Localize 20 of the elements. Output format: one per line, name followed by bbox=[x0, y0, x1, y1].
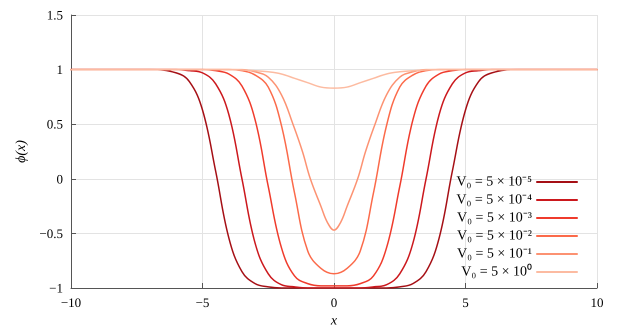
x-axis-title: x bbox=[330, 313, 338, 328]
legend-label: V₀ = 5 × 10⁻¹ bbox=[457, 246, 532, 262]
legend-label: V₀ = 5 × 10⁻⁵ bbox=[456, 174, 532, 190]
y-tick-label: 0.5 bbox=[46, 116, 63, 132]
legend-label: V₀ = 5 × 10⁰ bbox=[461, 264, 532, 280]
legend-label: V₀ = 5 × 10⁻³ bbox=[457, 210, 532, 226]
y-tick-label: 1.5 bbox=[46, 8, 63, 22]
y-tick-label: −1 bbox=[49, 280, 63, 296]
x-tick-label: −10 bbox=[60, 295, 82, 310]
y-tick-label: −0.5 bbox=[39, 226, 63, 241]
x-tick-label: 0 bbox=[330, 295, 338, 310]
line-series bbox=[70, 68, 598, 89]
x-tick-label: 10 bbox=[590, 295, 604, 310]
y-tick-label: 1 bbox=[56, 62, 63, 78]
y-axis-title: ϕ(x) bbox=[14, 140, 30, 163]
legend-label: V₀ = 5 × 10⁻² bbox=[457, 228, 532, 244]
legend-label: V₀ = 5 × 10⁻⁴ bbox=[456, 192, 532, 208]
x-tick-label: 5 bbox=[462, 295, 469, 310]
y-tick-label: 0 bbox=[56, 171, 63, 186]
x-tick-label: −5 bbox=[196, 295, 210, 310]
